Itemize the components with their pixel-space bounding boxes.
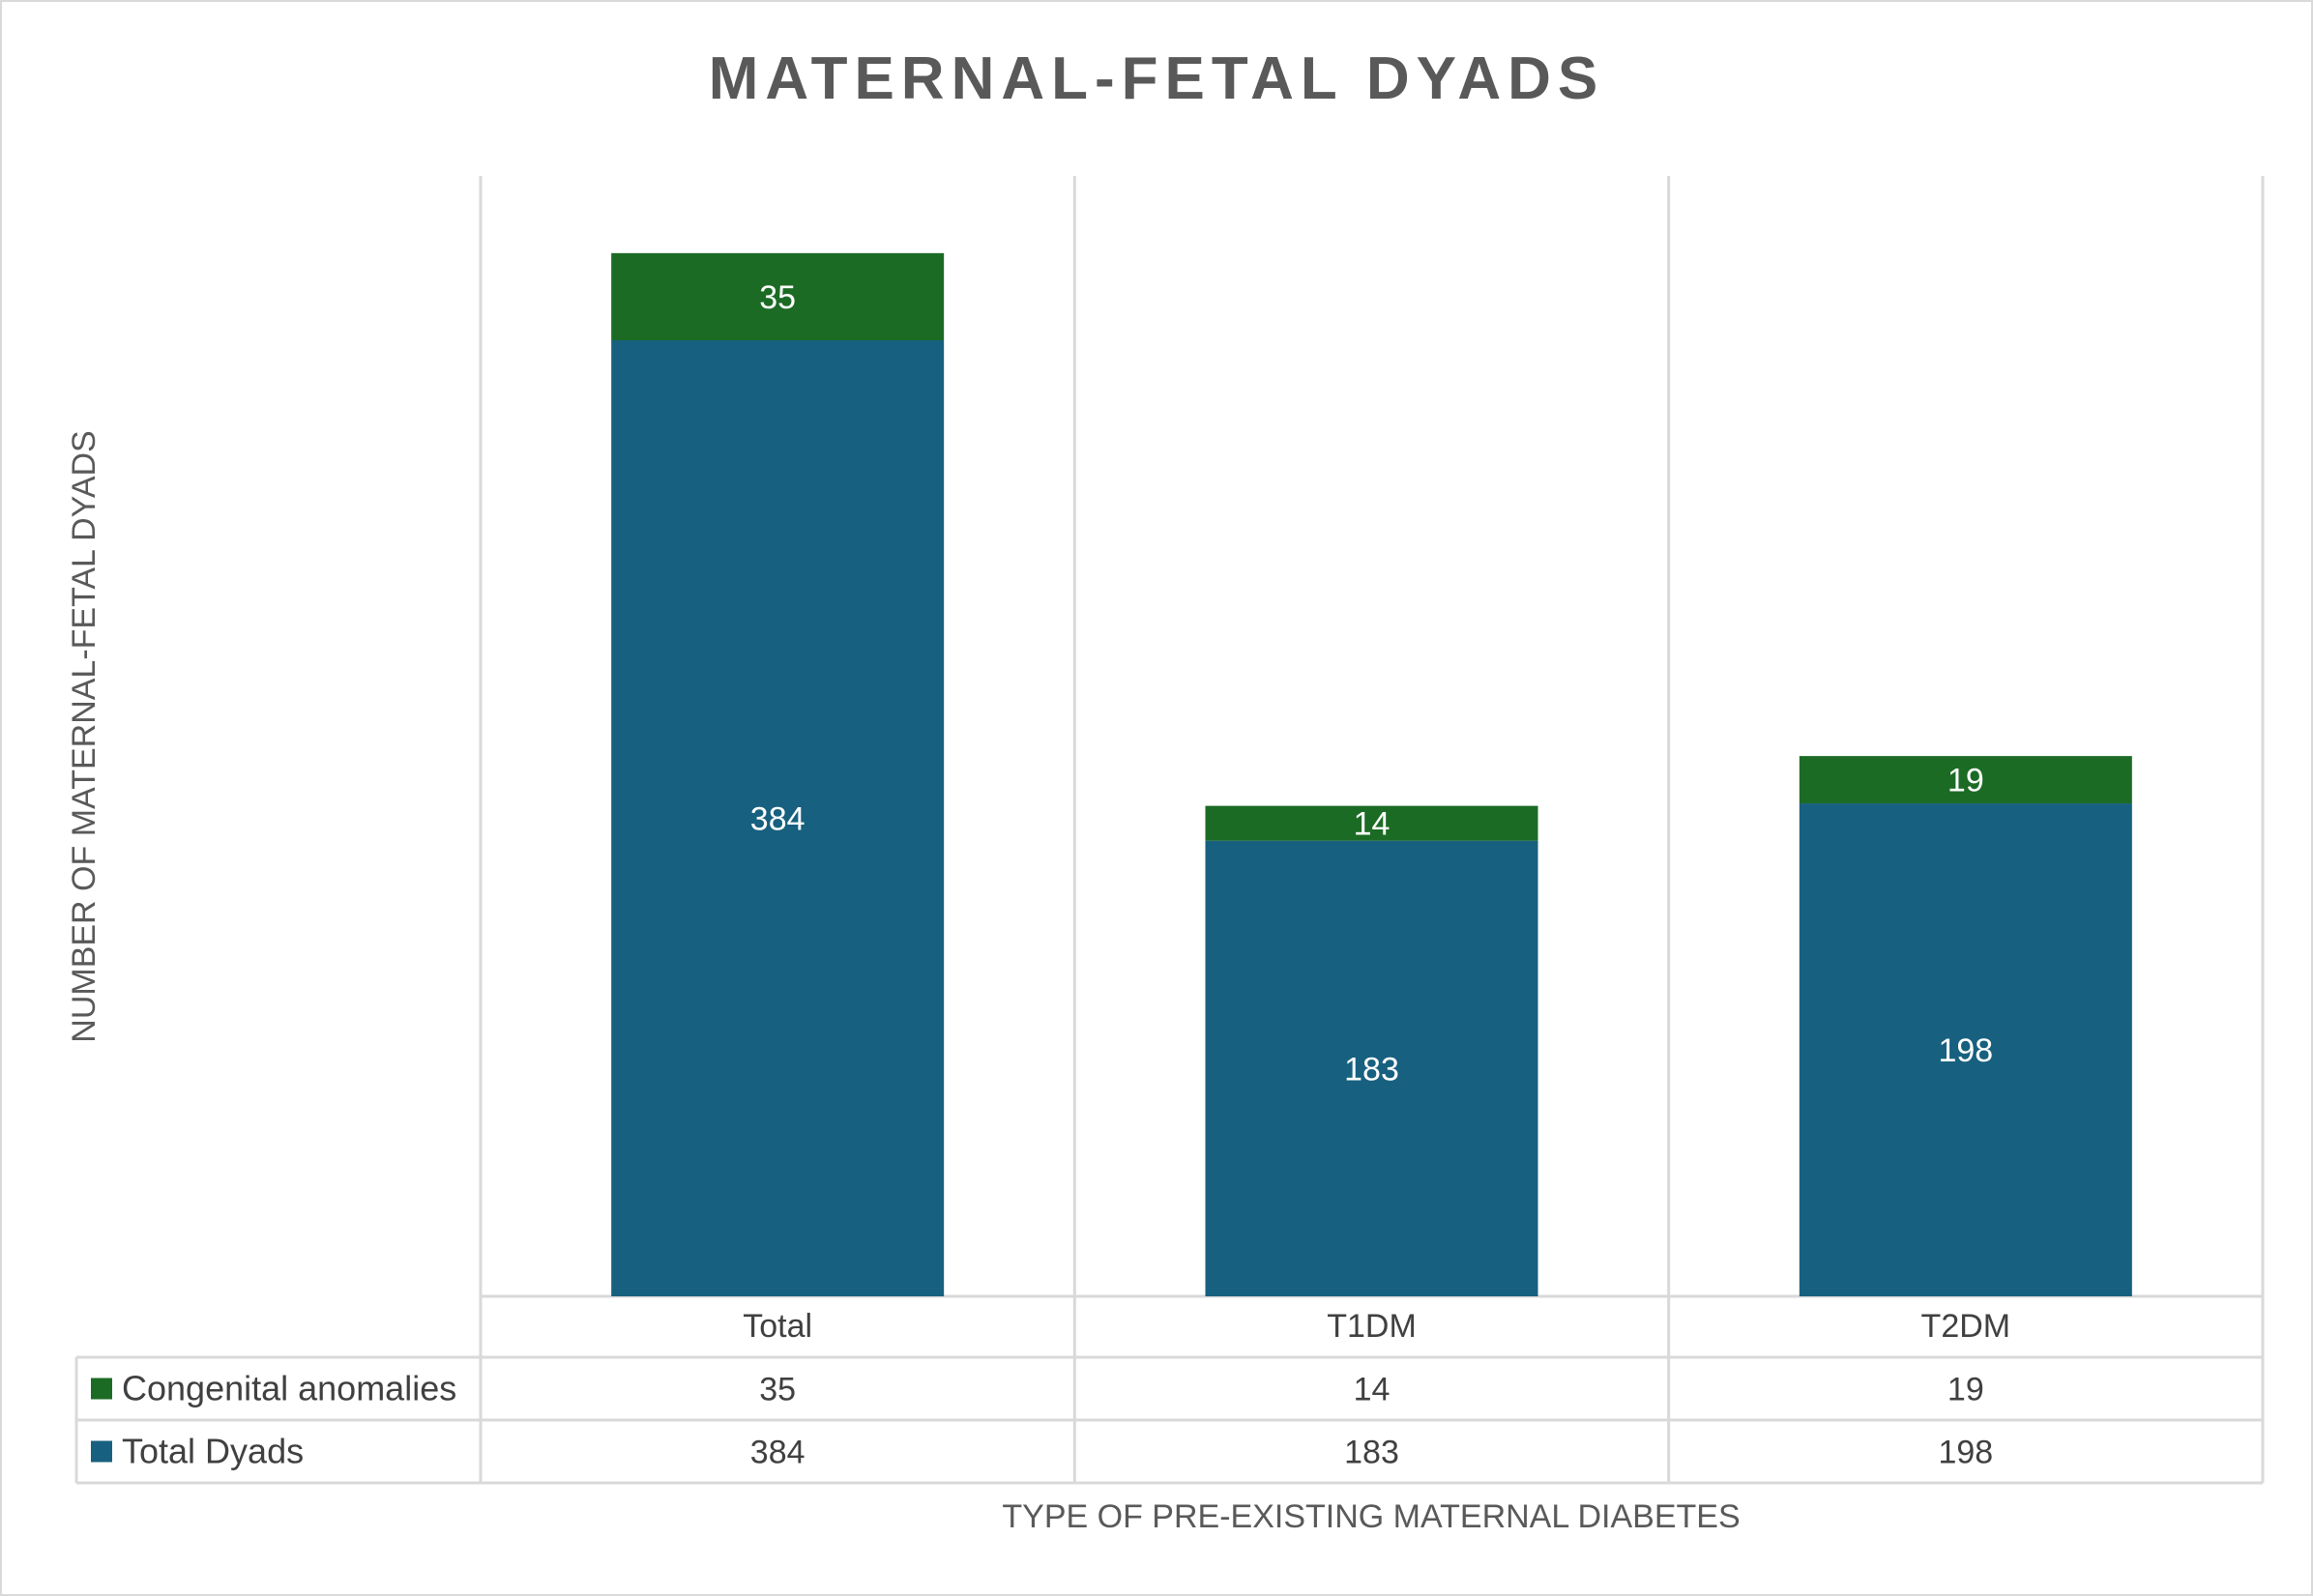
- x-axis-title: TYPE OF PRE-EXISTING MATERNAL DIABETES: [1002, 1498, 1740, 1535]
- data-label-total-dyads-total: 384: [750, 801, 805, 838]
- legend-key-total-dyads: [91, 1440, 112, 1463]
- table-cell-total-dyads-total: 384: [750, 1435, 805, 1471]
- data-label-congenital-anomalies-t2dm: 19: [1947, 763, 1984, 799]
- bar-congenital-anomalies-t1dm: [1205, 805, 1538, 841]
- bar-total-dyads-total: [611, 340, 945, 1296]
- data-label-total-dyads-t1dm: 183: [1344, 1051, 1399, 1088]
- data-label-congenital-anomalies-total: 35: [759, 279, 796, 316]
- table-cell-total-dyads-t2dm: 198: [1938, 1435, 1993, 1471]
- category-label-t2dm: T2DM: [1921, 1308, 2011, 1345]
- bar-total-dyads-t1dm: [1205, 840, 1538, 1296]
- table-cell-congenital-anomalies-total: 35: [759, 1372, 796, 1408]
- data-table: Total T1DM T2DM Congenital anomalies 35 14 19 T…: [91, 1308, 2010, 1471]
- data-label-congenital-anomalies-t1dm: 14: [1354, 806, 1391, 843]
- y-axis-title: NUMBER OF MATERNAL-FETAL DYADS: [66, 430, 102, 1042]
- chart-title: MATERNAL-FETAL DYADS: [709, 45, 1604, 112]
- bars-layer: 384 35 183 14 198 19: [611, 252, 2132, 1296]
- bar-total-dyads-t2dm: [1799, 803, 2132, 1296]
- category-label-t1dm: T1DM: [1327, 1308, 1417, 1345]
- data-label-total-dyads-t2dm: 198: [1938, 1032, 1993, 1069]
- bar-congenital-anomalies-total: [611, 252, 945, 340]
- legend-key-congenital-anomalies: [91, 1378, 112, 1400]
- bar-congenital-anomalies-t2dm: [1799, 756, 2132, 804]
- table-cell-total-dyads-t1dm: 183: [1344, 1435, 1399, 1471]
- category-label-total: Total: [743, 1308, 812, 1345]
- table-cell-congenital-anomalies-t2dm: 19: [1947, 1372, 1984, 1408]
- legend-label-congenital-anomalies: Congenital anomalies: [122, 1369, 456, 1408]
- legend-label-total-dyads: Total Dyads: [122, 1432, 304, 1471]
- table-cell-congenital-anomalies-t1dm: 14: [1354, 1372, 1391, 1408]
